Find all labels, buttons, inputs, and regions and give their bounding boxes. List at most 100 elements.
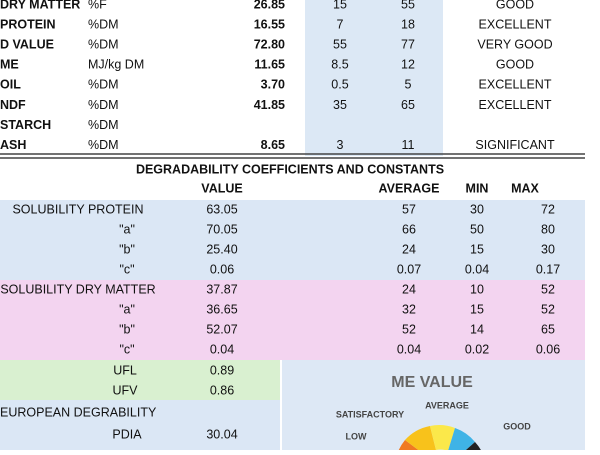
max: 18 [401, 17, 415, 31]
unit: %F [88, 0, 107, 11]
cell: 30 [470, 202, 484, 216]
parameter: ME [0, 58, 19, 72]
row-label: UFV [113, 383, 139, 397]
value: 11.65 [254, 58, 285, 72]
unit: %DM [88, 17, 119, 31]
row-label: PDIA [112, 427, 142, 441]
cell: 80 [541, 222, 555, 236]
cell: 57 [402, 202, 416, 216]
column-header: VALUE [201, 181, 242, 195]
rating: EXCELLENT [479, 78, 552, 92]
rating: EXCELLENT [479, 98, 552, 112]
cell: 65 [541, 322, 555, 336]
gauge-label: LOW [346, 431, 367, 441]
parameter: DRY MATTER [0, 0, 80, 11]
min: 3 [337, 138, 344, 152]
cell: 15 [470, 242, 484, 256]
gauge-label: SATISFACTORY [336, 409, 404, 419]
row-label: "a" [119, 222, 135, 236]
cell: 30 [541, 242, 555, 256]
cell: 24 [402, 242, 416, 256]
value: 72.80 [254, 37, 285, 51]
section-title: DEGRADABILITY COEFFICIENTS AND CONSTANTS [136, 162, 444, 176]
unit: %DM [88, 138, 119, 152]
cell: 0.07 [397, 262, 421, 276]
unit: %DM [88, 118, 119, 132]
max: 77 [401, 37, 415, 51]
european-band [0, 400, 280, 450]
row-label: SOLUBILITY PROTEIN [12, 202, 143, 216]
cell: 14 [470, 322, 484, 336]
column-header: MAX [511, 181, 539, 195]
cell: 52 [402, 322, 416, 336]
gauge-title: ME VALUE [391, 374, 473, 391]
cell: 0.04 [465, 262, 489, 276]
min: 15 [333, 0, 347, 11]
value: 16.55 [254, 17, 285, 31]
row-label: "c" [119, 342, 134, 356]
unit: %DM [88, 98, 119, 112]
dm-band [0, 280, 585, 360]
row-label: "b" [119, 242, 135, 256]
value: 3.70 [261, 78, 285, 92]
cell: 52 [541, 282, 555, 296]
rating: GOOD [496, 0, 534, 11]
unit: MJ/kg DM [88, 58, 144, 72]
row-label: SOLUBILITY DRY MATTER [0, 282, 155, 296]
parameter: NDF [0, 98, 26, 112]
gauge-label: AVERAGE [425, 400, 469, 410]
cell: 52 [541, 302, 555, 316]
cell: 0.06 [536, 342, 560, 356]
parameter: D VALUE [0, 37, 54, 51]
max: 12 [401, 58, 415, 72]
cell: 0.04 [397, 342, 421, 356]
gauge-label: GOOD [503, 421, 531, 431]
cell: 36.65 [206, 302, 237, 316]
cell: 72 [541, 202, 555, 216]
min: 7 [337, 17, 344, 31]
value: 26.85 [254, 0, 285, 11]
cell: 0.17 [536, 262, 560, 276]
cell: 0.06 [210, 262, 234, 276]
cell: 0.04 [210, 342, 234, 356]
max: 11 [402, 138, 415, 152]
row-label: UFL [113, 363, 137, 377]
rating: VERY GOOD [477, 37, 552, 51]
min: 0.5 [331, 78, 348, 92]
unit: %DM [88, 37, 119, 51]
row-label: "b" [119, 322, 135, 336]
energy-band [0, 360, 280, 400]
cell: 37.87 [206, 282, 237, 296]
max: 55 [401, 0, 415, 11]
value: 41.85 [254, 98, 285, 112]
cell: 52.07 [206, 322, 237, 336]
cell: 32 [402, 302, 416, 316]
min: 8.5 [331, 58, 348, 72]
cell: 63.05 [206, 202, 237, 216]
max: 65 [401, 98, 415, 112]
cell: 0.02 [465, 342, 489, 356]
rating: SIGNIFICANT [475, 138, 555, 152]
row-label: "a" [119, 302, 135, 316]
parameter: OIL [0, 78, 21, 92]
cell: 66 [402, 222, 416, 236]
parameter: PROTEIN [0, 17, 56, 31]
min: 35 [333, 98, 347, 112]
protein-band [0, 200, 585, 280]
min: 55 [333, 37, 347, 51]
max: 5 [405, 78, 412, 92]
parameter: ASH [0, 138, 26, 152]
rating: EXCELLENT [479, 17, 552, 31]
cell: 70.05 [206, 222, 237, 236]
cell: 10 [470, 282, 484, 296]
unit: %DM [88, 78, 119, 92]
cell: 25.40 [206, 242, 237, 256]
parameter: STARCH [0, 118, 51, 132]
cell: 30.04 [206, 427, 237, 441]
cell: 24 [402, 282, 416, 296]
column-header: MIN [466, 181, 489, 195]
rating: GOOD [496, 58, 534, 72]
cell: 15 [470, 302, 484, 316]
cell: 50 [470, 222, 484, 236]
